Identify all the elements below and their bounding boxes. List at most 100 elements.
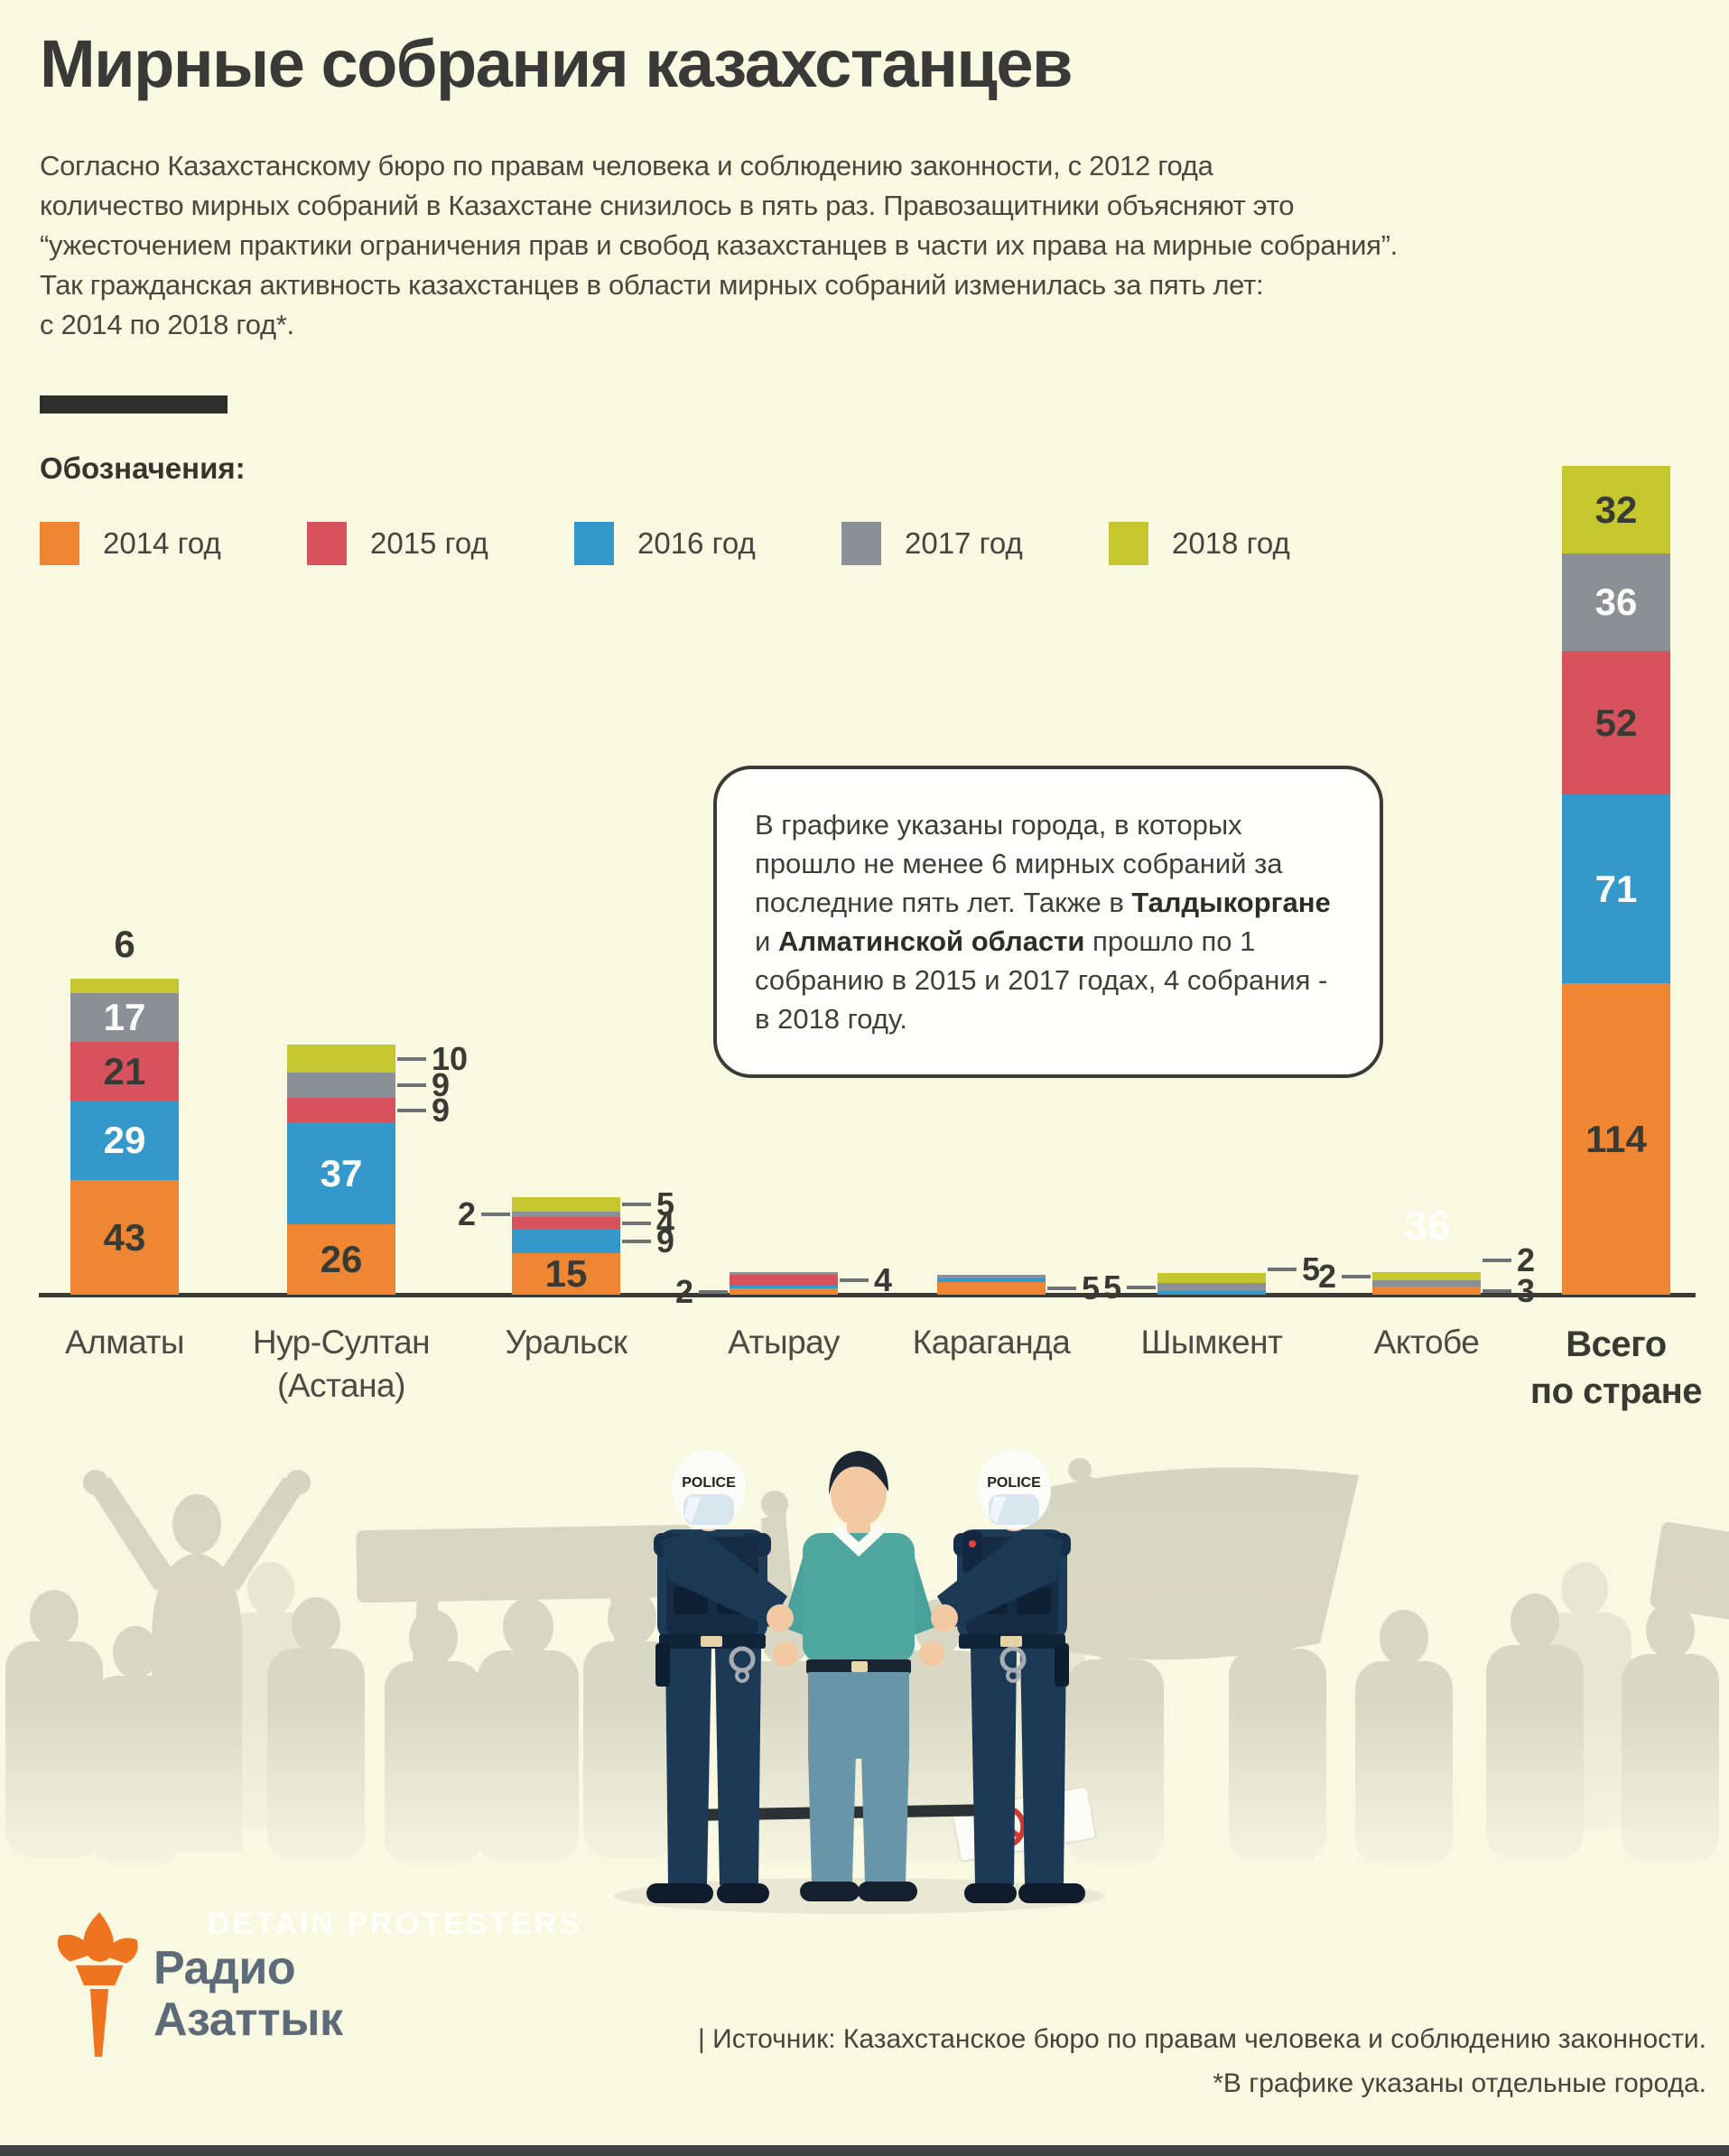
bar-Актобе: 3 2 2 Актобе xyxy=(1318,451,1535,1361)
value-label-2018: 5 xyxy=(1302,1250,1321,1287)
value-label-2014: 2 xyxy=(674,1272,693,1310)
value-label-2014: 3 xyxy=(1517,1271,1536,1309)
legend-swatch-2017 xyxy=(841,522,881,565)
callout-line xyxy=(1342,1274,1371,1278)
callout-bold-almaty-region: Алматинской области xyxy=(777,925,1085,957)
bar-Нур-Султан (Астана): 26 37 9 9 10 Нур-Султан (Астана) xyxy=(253,451,468,1405)
category-label: Уральск xyxy=(505,1324,627,1361)
callout-text: и xyxy=(755,925,778,957)
callout-line xyxy=(622,1239,651,1243)
bar-Уральск: 15 9 4 2 5 Уральск xyxy=(458,451,674,1361)
police-helmet-text: POLICE xyxy=(682,1475,736,1491)
segment-2017 xyxy=(1372,1280,1481,1287)
value-label-2015: 4 xyxy=(874,1261,893,1298)
segment-2018 xyxy=(1157,1273,1266,1283)
value-label-2014: 43 xyxy=(103,1215,146,1259)
protester xyxy=(773,1451,944,1901)
segment-2015 xyxy=(287,1098,395,1122)
callout-line xyxy=(397,1108,426,1112)
callout-line xyxy=(840,1278,869,1282)
legend-swatch-2016 xyxy=(574,522,614,565)
value-label-2016: 29 xyxy=(103,1119,146,1161)
callout-line xyxy=(1483,1258,1511,1262)
logo-wordmark: Радио Азаттык xyxy=(153,1943,343,2046)
legend-heading: Обозначения: xyxy=(40,451,246,485)
value-label-2015: 52 xyxy=(1594,701,1638,744)
segment-2016 xyxy=(1157,1291,1266,1295)
category-label: Алматы xyxy=(64,1324,185,1361)
category-label: Всего по стране xyxy=(1529,1324,1703,1411)
callout-note: В графике указаны города, в которых прош… xyxy=(713,766,1383,1078)
value-label-2017: 36 xyxy=(1594,581,1638,623)
value-label-2018: 2 xyxy=(1317,1257,1336,1295)
segment-2017 xyxy=(287,1073,395,1098)
segment-2018 xyxy=(1372,1272,1481,1280)
segment-2016 xyxy=(937,1278,1046,1282)
callout-bold-taldykorgan: Талдыкоргане xyxy=(1131,887,1331,918)
segment-2016 xyxy=(730,1286,838,1288)
intro-paragraph: Согласно Казахстанскому бюро по правам ч… xyxy=(40,146,1398,345)
intro-line: количество мирных собраний в Казахстане … xyxy=(40,190,1295,221)
bottom-border xyxy=(0,2145,1729,2156)
category-label: Караганда xyxy=(912,1324,1071,1361)
callout-text: В графике указаны города, в которых прош… xyxy=(755,809,1283,918)
value-label-2017: 5 xyxy=(1102,1268,1121,1306)
value-label-2014: 5 xyxy=(1082,1269,1101,1306)
legend-swatch-2014 xyxy=(40,522,79,565)
police-grip-arms xyxy=(662,1529,1063,1631)
bar-chart: 36 43 29 21 17 6 Алматы 26 37 9 9 10 Нур-Султан (Аст… xyxy=(0,451,1729,1411)
segment-2018 xyxy=(512,1197,620,1212)
category-label: Шымкент xyxy=(1140,1324,1283,1361)
segment-2014 xyxy=(1562,983,1670,1295)
bar-Атырау: 2 4 Атырау xyxy=(675,451,892,1361)
callout-line xyxy=(1268,1267,1297,1271)
segment-2017 xyxy=(1562,553,1670,651)
segment-2014 xyxy=(70,1180,179,1295)
segment-2016 xyxy=(70,1101,179,1180)
segment-2014 xyxy=(512,1253,620,1295)
legend-item-2015: 2015 год xyxy=(307,522,488,565)
segment-2014 xyxy=(287,1224,395,1295)
callout-line xyxy=(699,1289,728,1294)
watermark-text: DETAIN PROTESTERS xyxy=(208,1907,582,1941)
bar-Караганда: 5 Караганда xyxy=(913,451,1100,1361)
segment-2016 xyxy=(512,1229,620,1253)
callout-line xyxy=(622,1203,651,1206)
legend-label: 2016 год xyxy=(637,526,756,560)
note-line: *В графике указаны отдельные города. xyxy=(1213,2068,1706,2098)
legend-item-2018: 2018 год xyxy=(1109,522,1290,565)
value-label-2016: 9 xyxy=(656,1222,675,1259)
callout-line xyxy=(397,1056,426,1061)
logo-line1: Радио xyxy=(153,1942,296,1994)
value-label-2017: 9 xyxy=(432,1066,451,1103)
value-label-2016: 71 xyxy=(1594,867,1638,910)
divider-bar xyxy=(40,395,228,414)
intro-line: “ужесточением практики ограничения прав … xyxy=(40,229,1398,261)
intro-line: с 2014 по 2018 год*. xyxy=(40,309,294,340)
legend-swatch-2018 xyxy=(1109,522,1148,565)
legend-item-2014: 2014 год xyxy=(40,522,221,565)
value-label-2018: 6 xyxy=(114,923,135,965)
callout-text: прошло по 1 собранию в 2015 и 2017 годах… xyxy=(755,925,1328,1035)
footer-text: | Источник: Казахстанское бюро по правам… xyxy=(698,2017,1706,2105)
segment-2017 xyxy=(70,993,179,1042)
segment-2018 xyxy=(287,1045,395,1073)
intro-line: Согласно Казахстанскому бюро по правам ч… xyxy=(40,150,1213,181)
callout-line xyxy=(481,1213,510,1216)
segment-2015 xyxy=(512,1217,620,1229)
segment-2014 xyxy=(1372,1287,1481,1295)
legend-label: 2017 год xyxy=(905,526,1023,560)
legend-swatch-2015 xyxy=(307,522,347,565)
value-label-2015: 9 xyxy=(432,1091,451,1129)
segment-2018 xyxy=(1562,466,1670,553)
segment-2017 xyxy=(1157,1283,1266,1291)
bar-Алматы: 43 29 21 17 6 Алматы xyxy=(65,451,185,1361)
intro-line: Так гражданская активность казахстанцев … xyxy=(40,269,1264,301)
segment-2015 xyxy=(730,1275,838,1286)
bar-Шымкент: 5 5 Шымкент xyxy=(1103,451,1320,1361)
value-label-2014: 114 xyxy=(1585,1117,1647,1160)
legend-label: 2014 год xyxy=(103,526,221,560)
callout-line xyxy=(1483,1288,1511,1293)
legend-label: 2015 год xyxy=(370,526,488,560)
value-label-2018: 5 xyxy=(656,1185,675,1222)
